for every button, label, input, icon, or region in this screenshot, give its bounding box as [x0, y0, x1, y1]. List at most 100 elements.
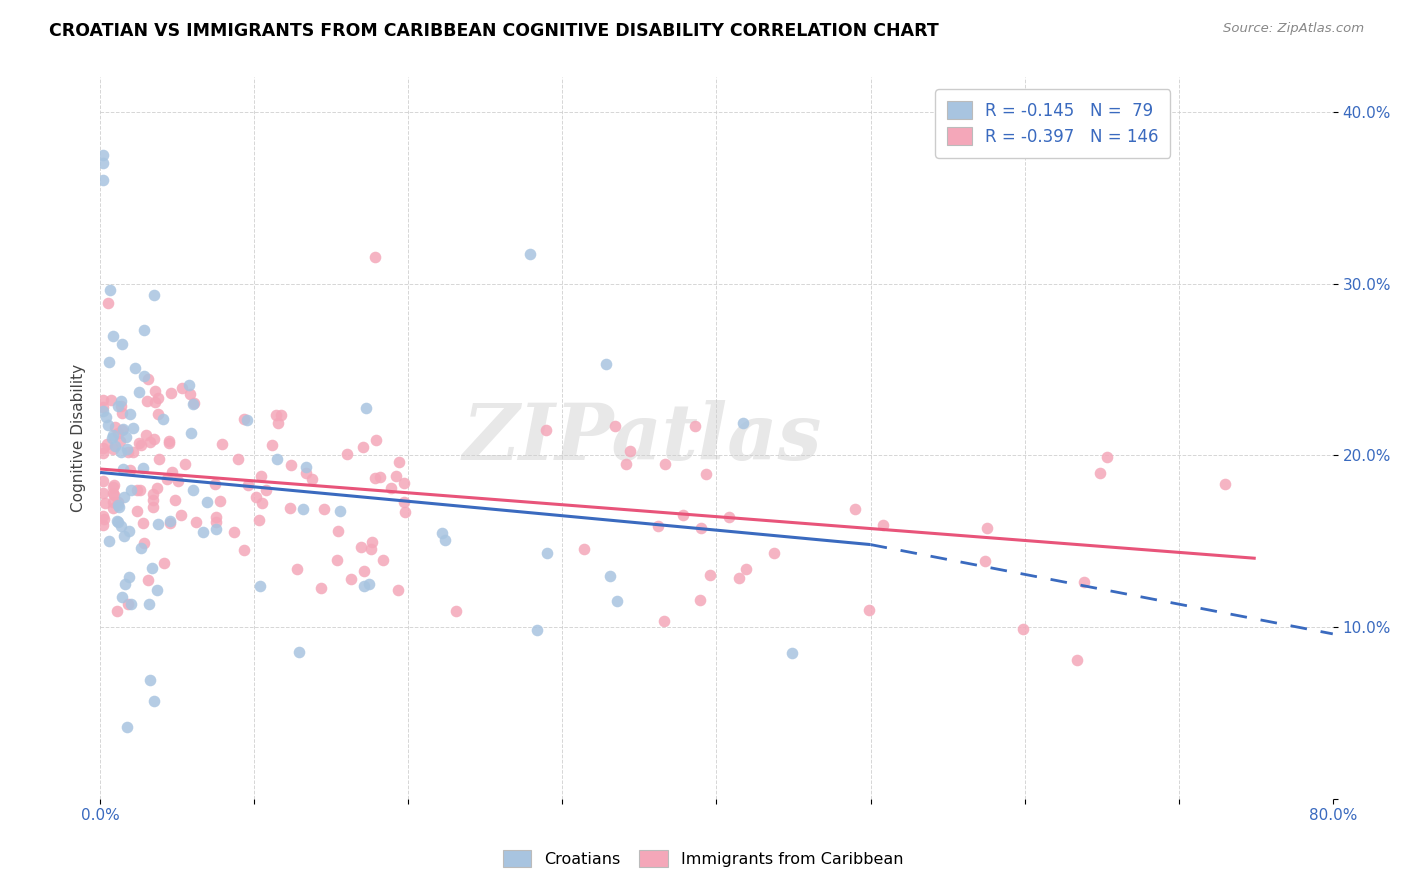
Point — [179, 387, 201, 401]
Point — [107, 494, 129, 508]
Point — [340, 572, 363, 586]
Point — [247, 513, 270, 527]
Point — [91, 446, 114, 460]
Point — [125, 503, 148, 517]
Point — [270, 409, 292, 423]
Point — [599, 569, 621, 583]
Point — [285, 562, 308, 576]
Point — [107, 426, 129, 441]
Point — [526, 624, 548, 638]
Point — [97, 296, 120, 310]
Point — [166, 475, 188, 489]
Point — [364, 433, 387, 447]
Point — [183, 396, 205, 410]
Point — [94, 410, 117, 425]
Point — [136, 574, 159, 588]
Point — [112, 529, 135, 543]
Point — [699, 568, 721, 582]
Point — [105, 604, 128, 618]
Point — [169, 508, 191, 522]
Point — [782, 647, 804, 661]
Point — [120, 597, 142, 611]
Point — [142, 493, 165, 508]
Point — [142, 500, 165, 514]
Point — [1095, 450, 1118, 465]
Point — [309, 581, 332, 595]
Point — [519, 247, 541, 261]
Point — [872, 518, 894, 533]
Point — [250, 496, 273, 510]
Point — [204, 510, 226, 524]
Point — [976, 521, 998, 535]
Point — [762, 546, 785, 560]
Point — [394, 505, 416, 519]
Point — [295, 459, 318, 474]
Point — [157, 435, 180, 450]
Point — [288, 645, 311, 659]
Point — [735, 562, 758, 576]
Point — [138, 673, 160, 687]
Point — [233, 543, 256, 558]
Point — [125, 483, 148, 497]
Point — [108, 434, 131, 448]
Point — [844, 502, 866, 516]
Point — [120, 483, 142, 497]
Point — [195, 495, 218, 509]
Point — [603, 419, 626, 434]
Point — [278, 500, 301, 515]
Point — [128, 483, 150, 497]
Point — [204, 476, 226, 491]
Point — [301, 472, 323, 486]
Point — [444, 604, 467, 618]
Point — [98, 533, 121, 548]
Point — [112, 462, 135, 476]
Point — [101, 486, 124, 500]
Point — [100, 392, 122, 407]
Point — [160, 386, 183, 401]
Point — [211, 436, 233, 450]
Point — [690, 521, 713, 535]
Point — [236, 413, 259, 427]
Point — [115, 430, 138, 444]
Point — [118, 407, 141, 421]
Point — [138, 597, 160, 611]
Point — [224, 525, 246, 540]
Point — [120, 463, 142, 477]
Point — [142, 487, 165, 501]
Point — [156, 472, 179, 486]
Point — [128, 436, 150, 450]
Point — [103, 488, 125, 502]
Point — [105, 514, 128, 528]
Point — [132, 516, 155, 531]
Point — [117, 598, 139, 612]
Point — [267, 416, 290, 430]
Point — [110, 518, 132, 533]
Point — [654, 457, 676, 471]
Point — [266, 451, 288, 466]
Point — [350, 540, 373, 554]
Point — [364, 471, 387, 485]
Point — [131, 437, 153, 451]
Point — [101, 431, 124, 445]
Point — [146, 407, 169, 421]
Point — [226, 452, 249, 467]
Point — [193, 524, 215, 539]
Point — [142, 694, 165, 708]
Y-axis label: Cognitive Disability: Cognitive Disability — [72, 364, 86, 512]
Text: Source: ZipAtlas.com: Source: ZipAtlas.com — [1223, 22, 1364, 36]
Point — [336, 447, 359, 461]
Point — [170, 380, 193, 394]
Point — [652, 614, 675, 628]
Point — [238, 478, 260, 492]
Point — [98, 283, 121, 297]
Point — [388, 455, 411, 469]
Point — [145, 384, 167, 398]
Point — [103, 495, 125, 509]
Point — [364, 251, 387, 265]
Point — [353, 578, 375, 592]
Point — [91, 156, 114, 170]
Point — [146, 481, 169, 495]
Point — [352, 441, 374, 455]
Point — [107, 399, 129, 413]
Point — [107, 515, 129, 529]
